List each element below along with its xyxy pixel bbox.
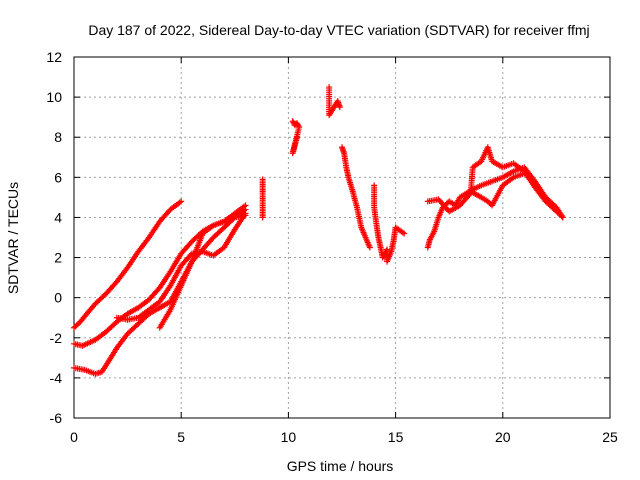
x-axis-label: GPS time / hours bbox=[287, 458, 394, 474]
sdtvar-chart: 0 5 10 15 20 25 -6 -4 -2 0 2 4 6 8 10 12 Day 187 of 202… bbox=[0, 0, 640, 480]
chart-title: Day 187 of 2022, Sidereal Day-to-day VTE… bbox=[88, 22, 589, 38]
y-tick-label: 8 bbox=[54, 129, 62, 145]
x-tick-label: 0 bbox=[70, 429, 78, 445]
y-tick-label: -4 bbox=[50, 370, 63, 386]
y-tick-label: 2 bbox=[54, 250, 62, 266]
x-tick-label: 5 bbox=[177, 429, 185, 445]
chart-background bbox=[0, 0, 640, 480]
y-tick-label: -2 bbox=[50, 330, 63, 346]
y-tick-label: 4 bbox=[54, 209, 62, 225]
x-tick-label: 10 bbox=[281, 429, 297, 445]
y-tick-label: 0 bbox=[54, 290, 62, 306]
x-tick-label: 15 bbox=[388, 429, 404, 445]
x-tick-label: 25 bbox=[602, 429, 618, 445]
y-tick-label: -6 bbox=[50, 410, 63, 426]
x-tick-label: 20 bbox=[495, 429, 511, 445]
y-tick-label: 6 bbox=[54, 169, 62, 185]
y-axis-label: SDTVAR / TECUs bbox=[5, 182, 21, 294]
y-tick-label: 10 bbox=[46, 89, 62, 105]
y-tick-label: 12 bbox=[46, 49, 62, 65]
